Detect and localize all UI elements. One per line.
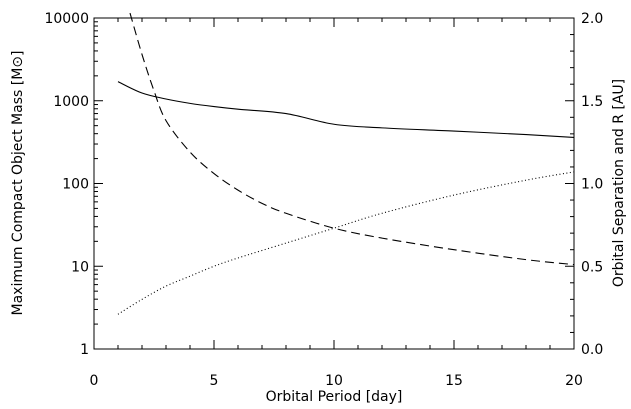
y-right-tick-label: 0.0 bbox=[581, 342, 603, 358]
series-layer bbox=[117, 12, 574, 315]
x-tick-label: 10 bbox=[325, 373, 343, 389]
series-solid-line bbox=[117, 81, 574, 139]
x-tick-label: 15 bbox=[445, 373, 463, 389]
y-axis-right-title: Orbital Separation and R [AU] bbox=[611, 79, 627, 287]
y-left-tick-label: 10000 bbox=[44, 11, 89, 27]
series-dotted-line bbox=[117, 171, 574, 315]
y-right-tick-label: 1.5 bbox=[581, 94, 603, 110]
series-dashed-line bbox=[129, 12, 574, 266]
y-axis-left-title: Maximum Compact Object Mass [M⊙] bbox=[10, 51, 26, 316]
x-tick-label: 20 bbox=[565, 373, 583, 389]
y-right-tick-label: 0.5 bbox=[581, 259, 603, 275]
y-left-tick-label: 10 bbox=[71, 259, 89, 275]
x-axis-title: Orbital Period [day] bbox=[266, 389, 403, 405]
ticks-layer: 0 5 10 15 20 1 10 100 1000 10000 0.0 0.5 1.0 1.5 2.0 bbox=[44, 11, 603, 389]
x-tick-label: 0 bbox=[90, 373, 99, 389]
y-left-tick-label: 1 bbox=[80, 342, 89, 358]
y-right-tick-label: 1.0 bbox=[581, 177, 603, 193]
y-left-tick-label: 100 bbox=[62, 177, 89, 193]
y-right-tick-label: 2.0 bbox=[581, 11, 603, 27]
y-left-tick-label: 1000 bbox=[53, 94, 89, 110]
plot-frame bbox=[93, 17, 575, 350]
x-tick-label: 5 bbox=[210, 373, 219, 389]
